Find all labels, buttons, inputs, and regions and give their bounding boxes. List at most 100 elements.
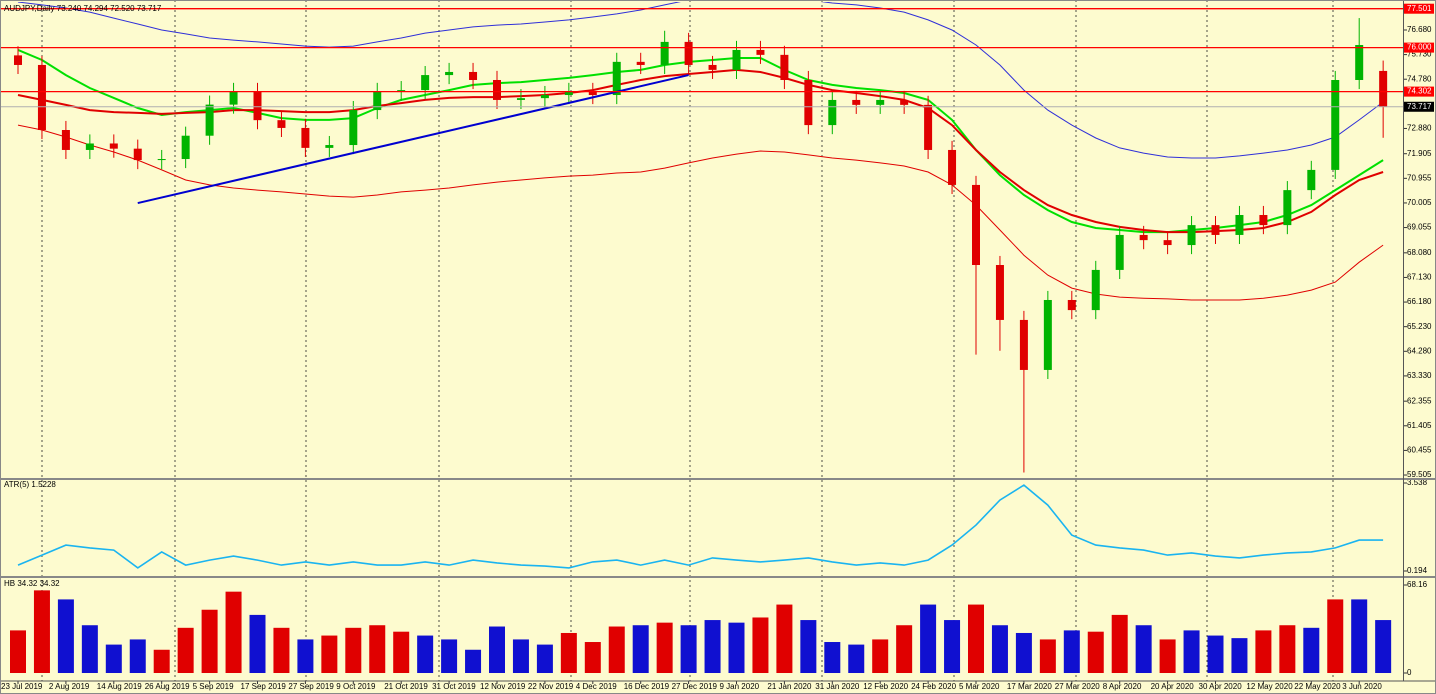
x-tick-label: 30 Apr 2020	[1199, 682, 1243, 691]
candle-body	[612, 61, 621, 96]
moving-average	[17, 124, 1384, 301]
y-tick-label: 64.280	[1407, 346, 1432, 355]
price-label-box	[1404, 101, 1434, 112]
histogram-bar	[512, 639, 529, 674]
moving-average	[17, 68, 1384, 234]
histogram-bar	[584, 642, 601, 674]
histogram-bar	[1327, 599, 1344, 674]
candle-body	[1091, 269, 1100, 311]
candle-body	[325, 145, 334, 148]
histogram-bar	[1087, 631, 1104, 674]
candle-body	[924, 104, 933, 150]
histogram-bar	[57, 599, 74, 674]
atr-title: ATR(5) 1.5228	[4, 480, 56, 489]
y-tick-label: 63.330	[1407, 371, 1432, 380]
histogram-bar	[560, 632, 577, 674]
candle-body	[373, 91, 382, 111]
y-tick-label: 74.780	[1407, 74, 1432, 83]
y-tick-label: 67.130	[1407, 273, 1432, 282]
histogram-bar	[1255, 630, 1272, 674]
histogram-bar	[1279, 625, 1296, 674]
x-tick-label: 2 Aug 2019	[49, 682, 90, 691]
price-label: 77.501	[1407, 4, 1432, 13]
price-panel	[0, 2, 1403, 473]
x-tick-label: 31 Jan 2020	[815, 682, 860, 691]
price-label-box	[1404, 86, 1434, 97]
price-label: 76.000	[1407, 43, 1432, 52]
x-tick-label: 23 Jul 2019	[1, 682, 43, 691]
hb-title: HB 34.32 34.32	[4, 579, 60, 588]
candle-body	[588, 91, 597, 96]
candle-body	[421, 75, 430, 91]
y-tick-label: 66.180	[1407, 297, 1432, 306]
x-tick-label: 24 Feb 2020	[911, 682, 956, 691]
candle-body	[253, 91, 262, 121]
price-label-box	[1404, 3, 1434, 14]
moving-average	[17, 2, 1384, 159]
candle-body	[181, 135, 190, 160]
histogram-bar	[105, 644, 122, 674]
histogram-bar	[608, 626, 625, 674]
candle-body	[301, 127, 310, 148]
histogram-bar	[656, 622, 673, 674]
candle-body	[900, 99, 909, 105]
x-tick-label: 12 Nov 2019	[480, 682, 526, 691]
histogram-bar	[1351, 599, 1368, 674]
candle-body	[61, 130, 70, 150]
x-tick-label: 17 Mar 2020	[1007, 682, 1052, 691]
histogram-bar	[991, 625, 1008, 674]
candle-body	[14, 55, 22, 65]
candle-body	[445, 71, 454, 76]
x-tick-label: 27 Mar 2020	[1055, 682, 1100, 691]
histogram-bar	[872, 639, 889, 674]
y-tick-label: 0	[1407, 668, 1412, 677]
x-tick-label: 27 Sep 2019	[288, 682, 334, 691]
x-tick-label: 27 Dec 2019	[672, 682, 718, 691]
histogram-bar	[201, 609, 218, 674]
candle-body	[1283, 190, 1292, 226]
x-tick-label: 17 Sep 2019	[241, 682, 287, 691]
atr-line	[17, 484, 1384, 569]
histogram-bar	[536, 644, 553, 674]
vertical-grid	[41, 0, 1334, 681]
x-tick-label: 22 Nov 2019	[528, 682, 574, 691]
histogram-bar	[177, 627, 194, 674]
candle-body	[1163, 240, 1172, 246]
y-tick-label: 61.405	[1407, 421, 1432, 430]
candle-body	[1235, 214, 1244, 235]
histogram-bar	[1063, 630, 1080, 674]
histogram-bar	[1207, 635, 1224, 674]
axes: 59.505 60.455 61.405 62.355 63.330 64.280 65.2…	[1, 3, 1434, 691]
candle-body	[1043, 299, 1052, 370]
histogram-bar	[1183, 630, 1200, 674]
histogram-bar	[896, 625, 913, 674]
candle-body	[732, 49, 741, 70]
candle-body	[780, 54, 789, 80]
histogram-bar	[489, 626, 505, 674]
indicator-panels	[10, 484, 1392, 674]
histogram-bar	[33, 590, 50, 674]
x-tick-label: 4 Dec 2019	[576, 682, 617, 691]
candle-body	[948, 149, 957, 185]
histogram-bar	[393, 631, 410, 674]
histogram-bar	[680, 625, 697, 674]
x-tick-label: 5 Mar 2020	[959, 682, 1000, 691]
price-label: 73.717	[1407, 102, 1432, 111]
price-label-box	[1404, 42, 1434, 53]
y-tick-label: 68.16	[1407, 580, 1428, 589]
candle-body	[109, 143, 118, 149]
candle-body	[636, 61, 645, 65]
candle-body	[349, 110, 358, 146]
y-tick-label: 69.055	[1407, 223, 1432, 232]
candle-body	[804, 79, 813, 126]
histogram-bar	[1159, 639, 1176, 674]
candle-body	[157, 159, 166, 161]
y-tick-label: 59.505	[1407, 470, 1432, 479]
histogram-bar	[1039, 639, 1056, 674]
histogram-bar	[297, 639, 314, 674]
candle-body	[1355, 45, 1364, 80]
candle-body	[1307, 169, 1316, 191]
histogram-bar	[704, 620, 721, 674]
x-tick-label: 9 Jan 2020	[720, 682, 760, 691]
